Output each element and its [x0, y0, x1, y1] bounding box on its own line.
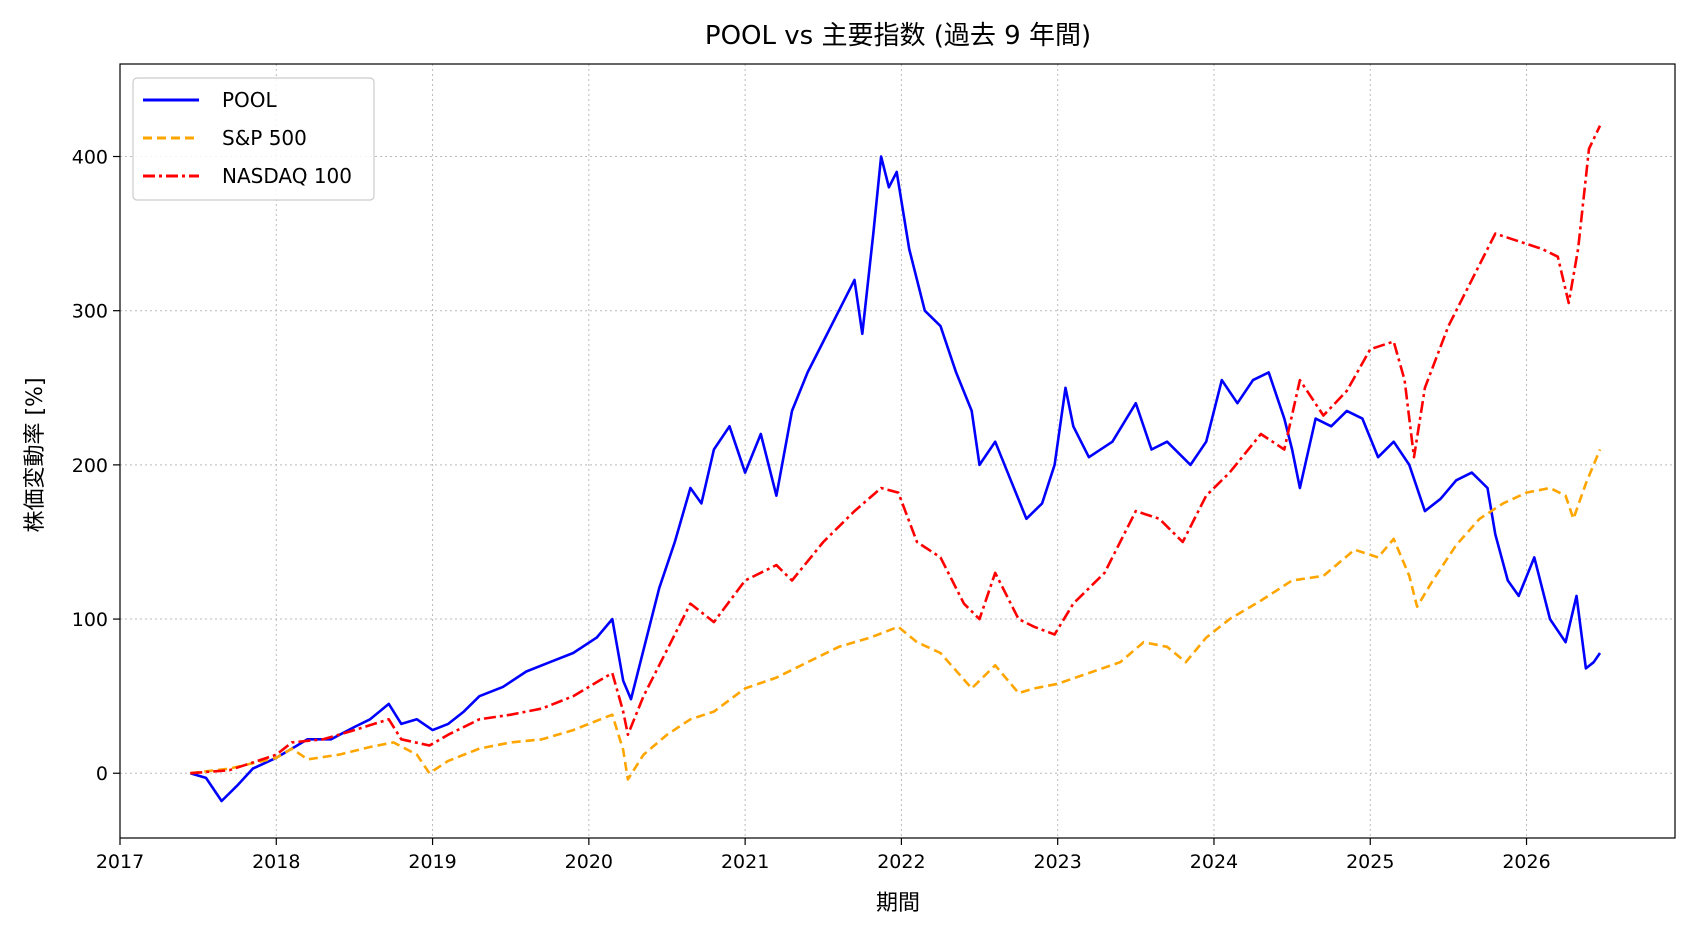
legend-box	[132, 77, 375, 201]
x-tick-label: 2022	[877, 851, 925, 873]
y-tick-label: 200	[72, 455, 108, 477]
x-tick-label: 2019	[408, 851, 456, 873]
y-tick-label: 100	[72, 609, 108, 631]
x-axis-title: 期間	[876, 891, 920, 916]
legend: POOL S&P 500 NASDAQ 100	[132, 77, 375, 201]
x-tick-label: 2024	[1190, 851, 1238, 873]
x-tick-label: 2017	[96, 851, 144, 873]
legend-label-sp500: S&P 500	[222, 126, 307, 150]
x-tick-label: 2023	[1034, 851, 1082, 873]
x-tick-label: 2020	[565, 851, 613, 873]
axis-ticks: 2017 2018 2019 2020 2021 2022 2023 2024 2025 2026…	[72, 147, 1551, 873]
x-tick-label: 2021	[721, 851, 769, 873]
x-tick-label: 2025	[1346, 851, 1394, 873]
x-tick-label: 2026	[1502, 851, 1550, 873]
chart-title: POOL vs 主要指数 (過去 9 年間)	[705, 21, 1091, 51]
series-line-nasdaq100	[190, 125, 1602, 775]
series-line-pool	[189, 155, 1602, 803]
legend-label-pool: POOL	[222, 88, 278, 112]
plot-series	[189, 125, 1602, 803]
legend-label-nasdaq100: NASDAQ 100	[222, 164, 352, 188]
grid	[119, 64, 1675, 838]
series-line-sp500	[190, 449, 1602, 781]
y-tick-label: 300	[72, 301, 108, 323]
y-axis-title: 株価変動率 [%]	[23, 377, 48, 532]
plot-frame	[119, 63, 1676, 839]
y-tick-label: 400	[72, 147, 108, 169]
x-tick-label: 2018	[252, 851, 300, 873]
y-tick-label: 0	[96, 763, 108, 785]
